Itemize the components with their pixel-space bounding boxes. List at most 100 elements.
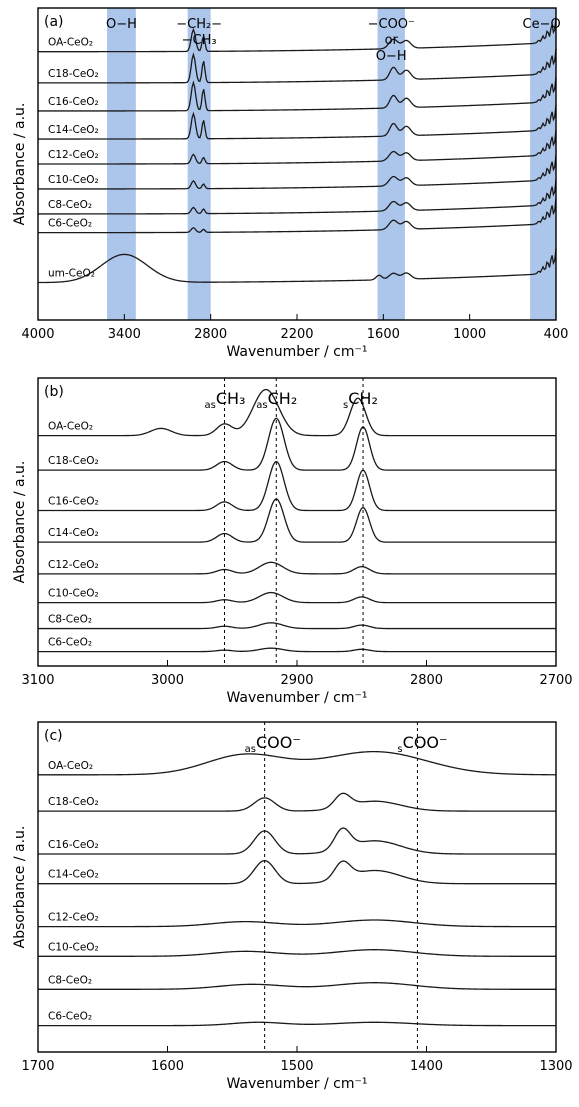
x-tick-label: 1400: [410, 1059, 443, 1074]
series-line-3: [38, 104, 557, 140]
series-label: OA-CeO₂: [48, 421, 93, 433]
series-label: C12-CeO₂: [48, 149, 99, 161]
series-label: C16-CeO₂: [48, 495, 99, 507]
series-label: C18-CeO₂: [48, 455, 99, 467]
series-label: C16-CeO₂: [48, 839, 99, 851]
series-label: C8-CeO₂: [48, 974, 92, 986]
series-label: C6-CeO₂: [48, 1011, 92, 1023]
series-label: C14-CeO₂: [48, 527, 99, 539]
reference-label-0: asCOO⁻: [245, 733, 301, 755]
series-line-4: [38, 919, 556, 928]
x-tick-label: 1600: [367, 327, 400, 342]
band-label: Ce−O: [523, 17, 561, 32]
band-label: −COO⁻: [368, 17, 415, 32]
series-label: OA-CeO₂: [48, 37, 93, 49]
band-2: [377, 8, 405, 320]
series-line-5: [38, 154, 557, 190]
series-label: C12-CeO₂: [48, 559, 99, 571]
plot-frame: [37, 377, 557, 667]
reference-label-sub: s: [343, 400, 348, 411]
series-label: C12-CeO₂: [48, 912, 99, 924]
series-line-4: [38, 129, 557, 165]
series-line-7: [38, 1021, 556, 1027]
series-label: C18-CeO₂: [48, 796, 99, 808]
band-label: −CH₃: [182, 33, 217, 48]
x-tick-label: 2900: [280, 673, 313, 688]
series-label: C18-CeO₂: [48, 68, 99, 80]
series-label: OA-CeO₂: [48, 760, 93, 772]
series-line-0: [38, 17, 557, 53]
series-line-4: [38, 561, 556, 575]
series-label: C6-CeO₂: [48, 637, 92, 649]
band-label: O−H: [376, 49, 407, 64]
y-axis-title: Absorbance / a.u.: [12, 103, 28, 226]
reference-label-2: sCH₂: [343, 389, 378, 411]
x-tick-label: 1700: [21, 1059, 54, 1074]
series-line-6: [38, 982, 556, 990]
reference-label-main: CH₃: [216, 389, 246, 408]
series-line-3: [38, 498, 556, 543]
series-label: C14-CeO₂: [48, 869, 99, 881]
band-label: −CH₂−: [176, 17, 222, 32]
series-label: C10-CeO₂: [48, 174, 99, 186]
x-axis-title: Wavenumber / cm⁻¹: [226, 344, 367, 360]
panel-label: (a): [44, 14, 64, 30]
x-tick-label: 400: [544, 327, 569, 342]
band-1: [187, 8, 211, 320]
y-axis-title: Absorbance / a.u.: [12, 461, 28, 584]
series-line-2: [38, 76, 557, 112]
series-line-8: [37, 248, 557, 284]
series-line-6: [38, 622, 556, 630]
x-tick-label: 1600: [151, 1059, 184, 1074]
series-line-3: [38, 859, 556, 885]
series-line-5: [38, 591, 556, 604]
band-label: O−H: [106, 17, 137, 32]
reference-label-main: CH₂: [348, 389, 378, 408]
x-axis-title: Wavenumber / cm⁻¹: [226, 1076, 367, 1092]
x-tick-label: 2200: [280, 327, 313, 342]
series-line-2: [38, 827, 556, 855]
x-tick-label: 2700: [539, 673, 572, 688]
series-label: C16-CeO₂: [48, 96, 99, 108]
reference-label-sub: s: [397, 744, 402, 755]
reference-label-1: asCH₂: [256, 389, 297, 411]
x-tick-label: 2800: [410, 673, 443, 688]
series-line-2: [38, 460, 556, 512]
panel-label: (b): [44, 384, 64, 400]
series-label: C10-CeO₂: [48, 588, 99, 600]
series-line-1: [38, 48, 557, 84]
reference-label-main: COO⁻: [403, 733, 448, 752]
series-line-7: [38, 198, 557, 234]
series-label: C8-CeO₂: [48, 199, 92, 211]
series-label: C10-CeO₂: [48, 941, 99, 953]
x-tick-label: 1500: [280, 1059, 313, 1074]
band-label: or: [385, 33, 399, 48]
reference-label-sub: as: [256, 400, 267, 411]
x-tick-label: 1000: [453, 327, 486, 342]
series-label: C14-CeO₂: [48, 124, 99, 136]
x-tick-label: 3000: [151, 673, 184, 688]
x-tick-label: 3100: [21, 673, 54, 688]
reference-label-sub: as: [204, 400, 215, 411]
series-label: um-CeO₂: [48, 268, 95, 280]
series-label: C8-CeO₂: [48, 614, 92, 626]
x-tick-label: 4000: [21, 327, 54, 342]
series-line-0: [38, 388, 556, 437]
series-line-6: [38, 179, 557, 215]
series-label: C6-CeO₂: [48, 218, 92, 230]
series-line-5: [38, 949, 556, 957]
reference-label-main: COO⁻: [256, 733, 301, 752]
panel-1: OA-CeO₂ C18-CeO₂ C16-CeO₂ C14-CeO₂ C12-CeO₂ C…: [12, 377, 573, 706]
series-line-0: [38, 750, 557, 776]
y-axis-title: Absorbance / a.u.: [12, 826, 28, 949]
panel-2: OA-CeO₂ C18-CeO₂ C16-CeO₂ C14-CeO₂ C12-CeO₂ C…: [12, 721, 573, 1092]
series-line-7: [38, 647, 556, 653]
x-axis-title: Wavenumber / cm⁻¹: [226, 690, 367, 706]
series-line-1: [38, 417, 556, 471]
panel-label: (c): [44, 728, 63, 744]
reference-label-1: sCOO⁻: [397, 733, 447, 755]
x-tick-label: 3400: [108, 327, 141, 342]
series-line-1: [38, 792, 556, 812]
panel-0: OA-CeO₂ C18-CeO₂ C16-CeO₂ C14-CeO₂ C12-CeO₂ C…: [12, 7, 569, 360]
